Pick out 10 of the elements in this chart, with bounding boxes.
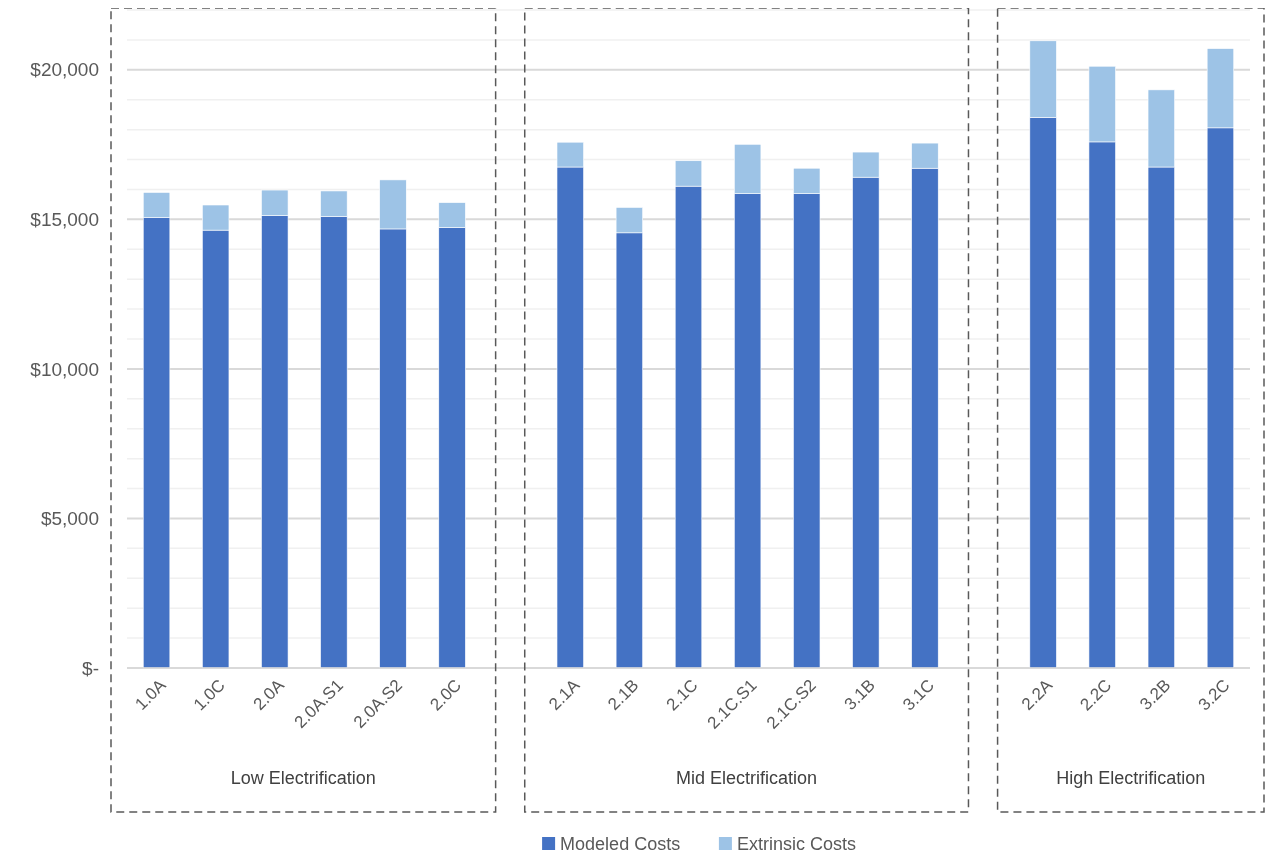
text: Mid Electrification: [676, 768, 818, 788]
y-tick-label: $20,000: [30, 59, 99, 81]
y-tick-label: $15,000: [30, 209, 99, 231]
legend-label: Modeled Costs: [560, 834, 681, 854]
y-tick-label: $10,000: [30, 358, 99, 380]
y-tick-label: $5,000: [40, 508, 99, 530]
text: High Electrification: [1056, 768, 1206, 788]
y-tick-label: $-: [82, 657, 99, 679]
text: Low Electrification: [230, 768, 376, 788]
legend-label: Extrinsic Costs: [736, 834, 856, 854]
